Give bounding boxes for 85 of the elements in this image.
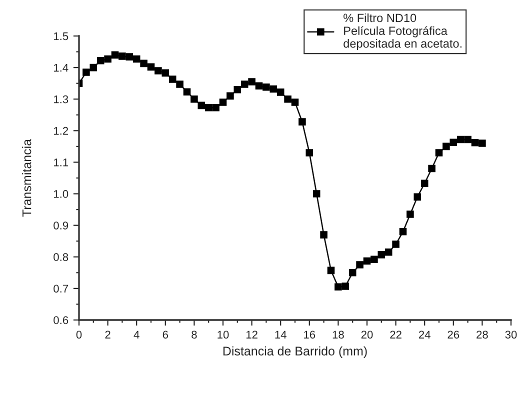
y-tick-label: 0.6 xyxy=(54,316,68,324)
point xyxy=(342,282,350,290)
point xyxy=(132,55,140,63)
point xyxy=(348,269,356,276)
point xyxy=(450,138,458,146)
point xyxy=(255,82,263,90)
point xyxy=(327,266,335,274)
point xyxy=(111,51,119,59)
point xyxy=(212,104,220,112)
y-tick-label: 1.0 xyxy=(54,190,68,198)
point xyxy=(471,139,479,146)
x-tick-label: 2 xyxy=(105,330,110,338)
point xyxy=(226,92,234,100)
point xyxy=(442,142,450,150)
point xyxy=(262,83,270,91)
x-tick-label: 22 xyxy=(390,330,402,338)
x-tick-label: 4 xyxy=(134,330,140,338)
x-axis-title: Distancia de Barrido (mm) xyxy=(223,346,367,358)
point xyxy=(183,88,191,96)
y-tick-label: 1.1 xyxy=(54,158,68,166)
y-axis-title: Transmitancia xyxy=(22,138,32,217)
point xyxy=(140,60,148,68)
point xyxy=(90,64,98,72)
point xyxy=(96,56,104,64)
point xyxy=(420,180,428,188)
point xyxy=(168,76,176,83)
point xyxy=(147,63,155,71)
y-tick-label: 0.9 xyxy=(54,222,68,230)
x-tick-label: 12 xyxy=(246,330,258,338)
point xyxy=(414,193,422,201)
y-tick-label: 1.3 xyxy=(54,95,68,104)
x-tick-label: 16 xyxy=(304,330,316,339)
point xyxy=(464,136,472,144)
point xyxy=(284,95,292,103)
point xyxy=(306,149,314,156)
point xyxy=(435,149,443,156)
point xyxy=(291,98,299,106)
y-tick-label: 0.8 xyxy=(54,253,68,262)
x-tick-label: 18 xyxy=(332,330,344,339)
y-tick-label: 1.2 xyxy=(54,126,68,135)
point xyxy=(406,210,414,218)
y-tick-label: 1.5 xyxy=(54,32,68,40)
point xyxy=(312,190,320,198)
point xyxy=(320,231,328,238)
point xyxy=(162,69,170,77)
point xyxy=(399,228,407,236)
point xyxy=(392,240,400,248)
point xyxy=(478,140,486,147)
point xyxy=(363,257,371,265)
point xyxy=(118,52,126,60)
legend-label: % Filtro ND10 Película Fotográfica depositada en acetato. xyxy=(344,13,462,50)
point xyxy=(234,86,242,94)
point xyxy=(356,261,364,268)
point xyxy=(270,85,278,93)
x-tick-label: 8 xyxy=(192,330,197,339)
point xyxy=(204,104,212,112)
point xyxy=(126,53,134,60)
point xyxy=(240,80,248,88)
x-tick-label: 10 xyxy=(218,330,229,339)
point xyxy=(370,256,378,264)
y-tick-label: 1.4 xyxy=(54,64,68,72)
point xyxy=(276,88,284,96)
point xyxy=(384,248,392,256)
point xyxy=(334,283,342,291)
point xyxy=(176,80,184,88)
point xyxy=(82,68,90,76)
x-tick-label: 28 xyxy=(476,330,488,339)
x-tick-label: 26 xyxy=(448,330,460,339)
x-tick-label: 6 xyxy=(162,330,168,339)
point xyxy=(104,55,112,63)
point xyxy=(248,78,256,86)
x-tick-label: 0 xyxy=(76,330,82,339)
point xyxy=(219,98,227,106)
x-tick-label: 20 xyxy=(361,330,373,339)
point xyxy=(378,251,386,258)
y-tick-label: 0.7 xyxy=(54,284,68,293)
x-tick-label: 30 xyxy=(505,330,517,339)
point xyxy=(456,136,464,144)
x-tick-label: 24 xyxy=(418,330,430,338)
point xyxy=(428,164,436,172)
point xyxy=(190,95,198,103)
x-tick-label: 14 xyxy=(275,330,286,338)
point xyxy=(298,118,306,126)
point xyxy=(198,102,206,110)
point xyxy=(154,67,162,74)
